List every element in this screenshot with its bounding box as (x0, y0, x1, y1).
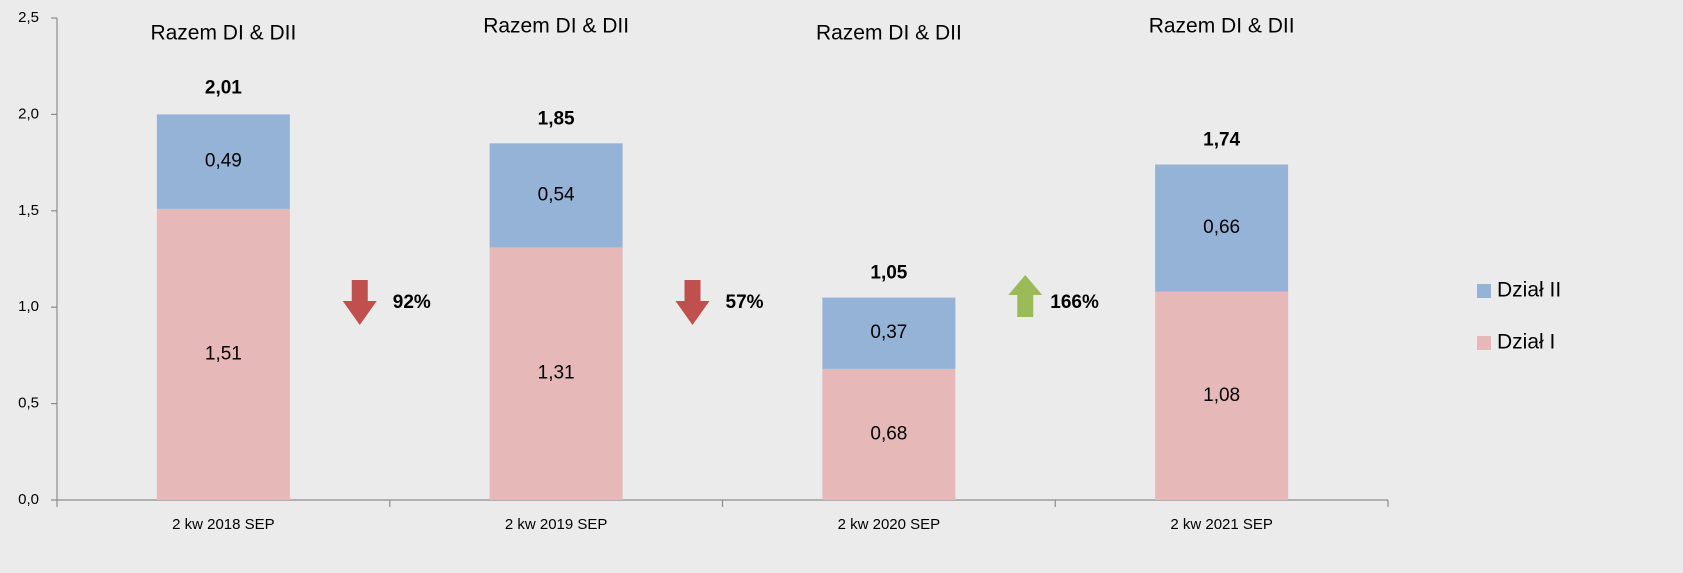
group-label: Razem DI & DII (816, 22, 962, 45)
x-tick-label: 2 kw 2020 SEP (838, 516, 941, 533)
change-arrow (675, 280, 710, 325)
value-label: 1,51 (205, 343, 242, 364)
bar-segment (489, 247, 623, 500)
legend-label: Dział I (1497, 331, 1555, 354)
change-arrow (342, 280, 377, 325)
bar-segment (156, 208, 290, 500)
total-label: 1,85 (538, 108, 575, 129)
bar-segment (822, 368, 956, 500)
legend-label: Dział II (1497, 279, 1561, 302)
bar-segment (822, 297, 956, 369)
change-label: 57% (726, 292, 764, 313)
y-tick-label: 1,0 (18, 298, 39, 315)
y-tick-label: 2,5 (18, 9, 39, 26)
y-tick-label: 2,0 (18, 105, 39, 122)
total-label: 2,01 (205, 77, 242, 98)
value-label: 1,08 (1203, 385, 1240, 406)
bar-segment (156, 114, 290, 209)
group-label: Razem DI & DII (483, 15, 629, 38)
bar-segment (489, 143, 623, 248)
value-label: 0,66 (1203, 217, 1240, 238)
change-label: 166% (1050, 292, 1099, 313)
value-label: 0,37 (870, 322, 907, 343)
value-label: 0,54 (538, 184, 575, 205)
value-label: 1,31 (538, 363, 575, 384)
group-label: Razem DI & DII (150, 22, 296, 45)
total-label: 1,05 (870, 263, 907, 284)
bar-segment (1155, 164, 1289, 292)
total-label: 1,74 (1203, 130, 1240, 151)
change-label: 92% (393, 292, 431, 313)
value-label: 0,68 (870, 423, 907, 444)
x-tick-label: 2 kw 2021 SEP (1170, 516, 1273, 533)
y-tick-label: 1,5 (18, 202, 39, 219)
bar-segment (1155, 291, 1289, 500)
change-arrow (1008, 275, 1043, 317)
value-label: 0,49 (205, 151, 242, 172)
y-tick-label: 0,0 (18, 491, 39, 508)
group-label: Razem DI & DII (1149, 15, 1295, 38)
x-tick-label: 2 kw 2019 SEP (505, 516, 608, 533)
legend-swatch (1477, 336, 1491, 350)
legend-swatch (1477, 284, 1491, 298)
y-tick-label: 0,5 (18, 395, 39, 412)
x-tick-label: 2 kw 2018 SEP (172, 516, 275, 533)
